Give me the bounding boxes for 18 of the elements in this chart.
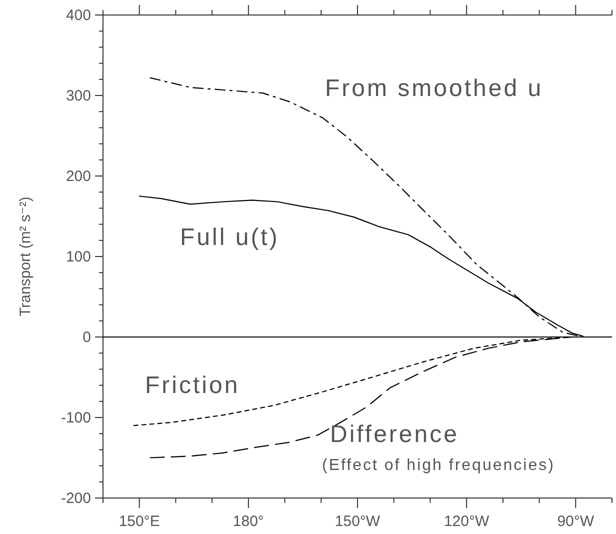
y-tick-label: 300: [66, 88, 91, 104]
annotation: (Effect of high frequencies): [322, 457, 555, 474]
x-tick-label: 150°W: [334, 513, 381, 530]
series-label: Friction: [145, 372, 240, 399]
x-tick-label: 120°W: [444, 513, 490, 530]
y-tick-label: 100: [66, 248, 91, 266]
y-tick-label: 0: [82, 329, 91, 346]
series-label: From smoothed u: [325, 75, 544, 102]
y-axis-title: Transport (m² s⁻²): [17, 196, 34, 316]
y-tick-label: 200: [66, 168, 91, 185]
y-tick-label: -100: [60, 410, 91, 426]
y-tick-label: -200: [60, 490, 91, 507]
x-tick-label: 180°: [232, 513, 264, 530]
series-label: Full u(t): [180, 224, 280, 251]
y-tick-label: 400: [66, 7, 91, 24]
x-tick-label: 150°E: [118, 513, 160, 530]
x-tick-label: 90°W: [557, 513, 595, 530]
series-label: Difference: [330, 421, 459, 448]
